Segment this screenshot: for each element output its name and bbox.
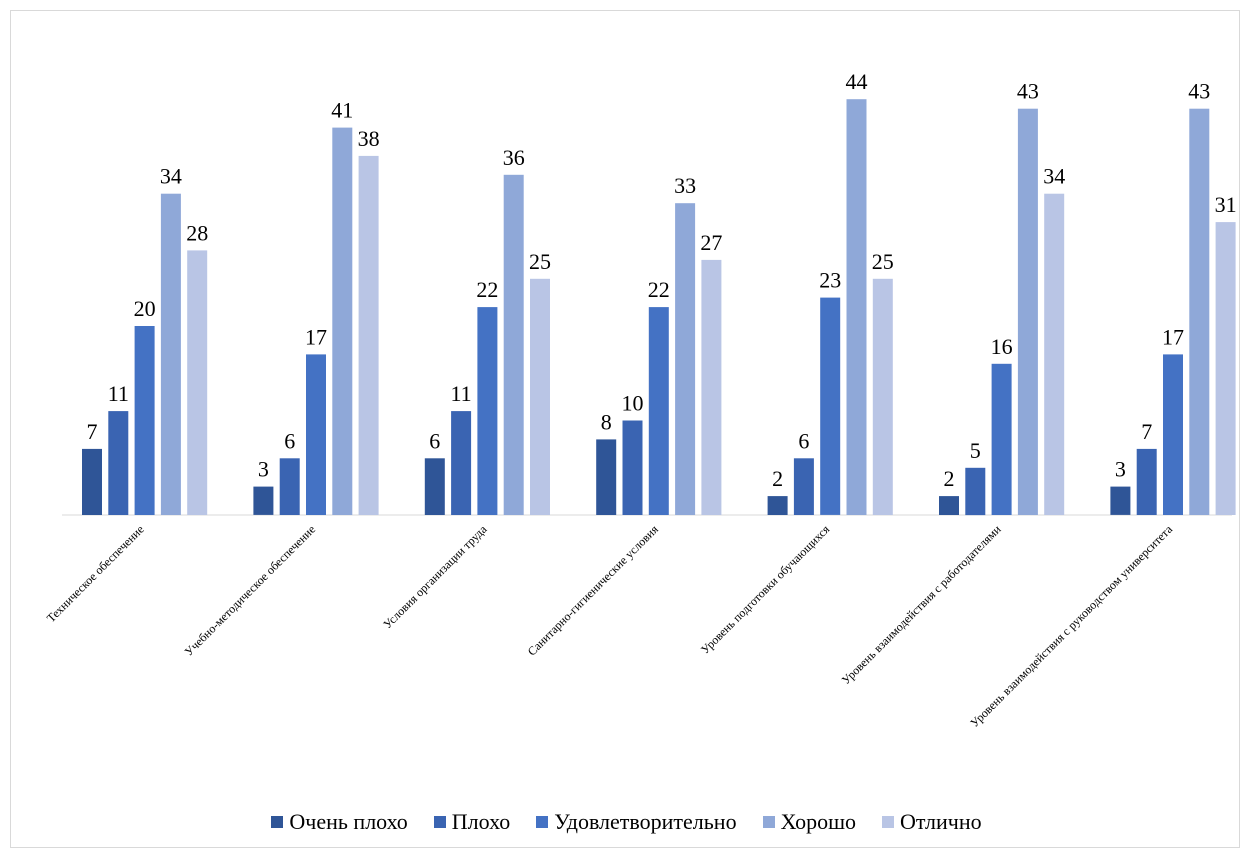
bar-5-4 <box>846 99 867 515</box>
data-label-1-5: 28 <box>186 220 208 245</box>
bar-5-1 <box>767 496 788 515</box>
bar-7-4 <box>1189 108 1210 515</box>
bar-6-2 <box>965 467 986 516</box>
data-label-1-3: 20 <box>134 296 156 321</box>
data-label-4-5: 27 <box>700 230 722 255</box>
bar-1-4 <box>160 193 181 515</box>
bar-7-2 <box>1136 448 1157 515</box>
bar-4-3 <box>648 307 669 515</box>
category-label-3: Условия организации труда <box>380 522 490 632</box>
data-label-5-3: 23 <box>819 268 841 293</box>
legend-label-2: Плохо <box>451 809 511 834</box>
bar-3-5 <box>530 278 550 515</box>
data-label-3-5: 25 <box>529 249 551 274</box>
data-label-1-4: 34 <box>160 164 182 189</box>
bar-6-1 <box>939 496 959 515</box>
data-label-1-2: 11 <box>108 381 129 406</box>
data-label-2-3: 17 <box>305 324 327 349</box>
bar-1-3 <box>134 326 155 515</box>
bar-3-4 <box>503 174 524 516</box>
data-label-1-1: 7 <box>87 419 98 444</box>
data-label-5-5: 25 <box>872 249 894 274</box>
bars-layer <box>82 99 1236 516</box>
bar-2-1 <box>253 486 274 515</box>
bar-2-3 <box>306 354 326 515</box>
data-label-3-1: 6 <box>429 428 440 453</box>
bar-6-5 <box>1044 193 1065 515</box>
category-label-6: Уровень взаимодействия с работодателями <box>839 522 1004 687</box>
legend-item-5: Отлично <box>882 809 982 835</box>
category-labels-layer: Техническое обеспечение Учебно-методическ… <box>44 522 1176 730</box>
data-label-3-2: 11 <box>451 381 472 406</box>
bar-6-4 <box>1017 108 1038 515</box>
bar-5-3 <box>820 297 841 515</box>
legend-label-3: Удовлетворительно <box>554 809 737 834</box>
legend-label-5: Отлично <box>900 809 982 834</box>
bar-4-4 <box>675 203 696 515</box>
bar-3-3 <box>477 307 498 515</box>
data-label-2-2: 6 <box>284 428 295 453</box>
data-label-4-1: 8 <box>601 409 612 434</box>
data-label-4-4: 33 <box>674 173 696 198</box>
category-label-2: Учебно-методическое обеспечение <box>182 522 319 659</box>
bar-1-1 <box>82 448 102 515</box>
category-label-7: Уровень взаимодействия с руководством ун… <box>967 522 1175 730</box>
data-label-6-4: 43 <box>1017 79 1039 104</box>
data-label-4-2: 10 <box>622 391 644 416</box>
data-label-2-4: 41 <box>331 98 353 123</box>
bar-2-4 <box>332 127 353 515</box>
legend-item-4: Хорошо <box>762 809 857 835</box>
bar-7-5 <box>1215 222 1236 515</box>
bar-1-2 <box>108 411 129 515</box>
bar-2-5 <box>358 155 379 515</box>
data-label-6-1: 2 <box>944 466 955 491</box>
legend-item-1: Очень плохо <box>271 809 408 835</box>
legend-label-4: Хорошо <box>780 809 857 834</box>
data-label-5-4: 44 <box>846 69 868 94</box>
bar-3-1 <box>424 458 445 515</box>
bar-2-2 <box>279 458 300 515</box>
legend-item-2: Плохо <box>433 809 511 835</box>
category-label-5: Уровень подготовки обучающихся <box>698 522 833 657</box>
legend: Очень плохо Плохо Удовлетворительно Хорошо О… <box>0 809 1253 835</box>
bar-7-3 <box>1163 354 1183 515</box>
legend-swatch-3 <box>536 816 549 828</box>
bar-4-2 <box>622 420 643 515</box>
data-label-7-4: 43 <box>1188 79 1210 104</box>
bar-4-1 <box>596 439 617 515</box>
bar-1-5 <box>187 250 208 515</box>
data-label-5-1: 2 <box>772 466 783 491</box>
bar-3-2 <box>451 411 472 515</box>
data-label-2-1: 3 <box>258 457 269 482</box>
category-label-4: Санитарно-гигиенические условия <box>525 522 662 659</box>
data-label-2-5: 38 <box>358 126 380 151</box>
data-label-5-2: 6 <box>798 428 809 453</box>
data-label-7-3: 17 <box>1162 324 1184 349</box>
legend-swatch-2 <box>433 816 446 828</box>
data-label-3-4: 36 <box>503 145 525 170</box>
bar-5-2 <box>793 458 814 515</box>
bar-7-1 <box>1110 486 1131 515</box>
legend-swatch-4 <box>762 816 775 828</box>
data-label-4-3: 22 <box>648 277 670 302</box>
data-label-3-3: 22 <box>476 277 498 302</box>
legend-swatch-5 <box>882 816 895 828</box>
data-label-6-5: 34 <box>1043 164 1065 189</box>
legend-label-1: Очень плохо <box>289 809 408 834</box>
data-label-7-1: 3 <box>1115 457 1126 482</box>
data-label-6-2: 5 <box>970 438 981 463</box>
data-labels-layer: 7112034283617413861122362581022332726234… <box>87 69 1237 491</box>
data-label-6-3: 16 <box>991 334 1013 359</box>
data-label-7-5: 31 <box>1215 192 1237 217</box>
legend-item-3: Удовлетворительно <box>536 809 737 835</box>
bar-4-5 <box>701 259 722 515</box>
category-label-1: Техническое обеспечение <box>44 522 147 625</box>
legend-swatch-1 <box>271 816 284 828</box>
data-label-7-2: 7 <box>1141 419 1152 444</box>
bar-6-3 <box>991 363 1012 515</box>
bar-5-5 <box>872 278 893 515</box>
